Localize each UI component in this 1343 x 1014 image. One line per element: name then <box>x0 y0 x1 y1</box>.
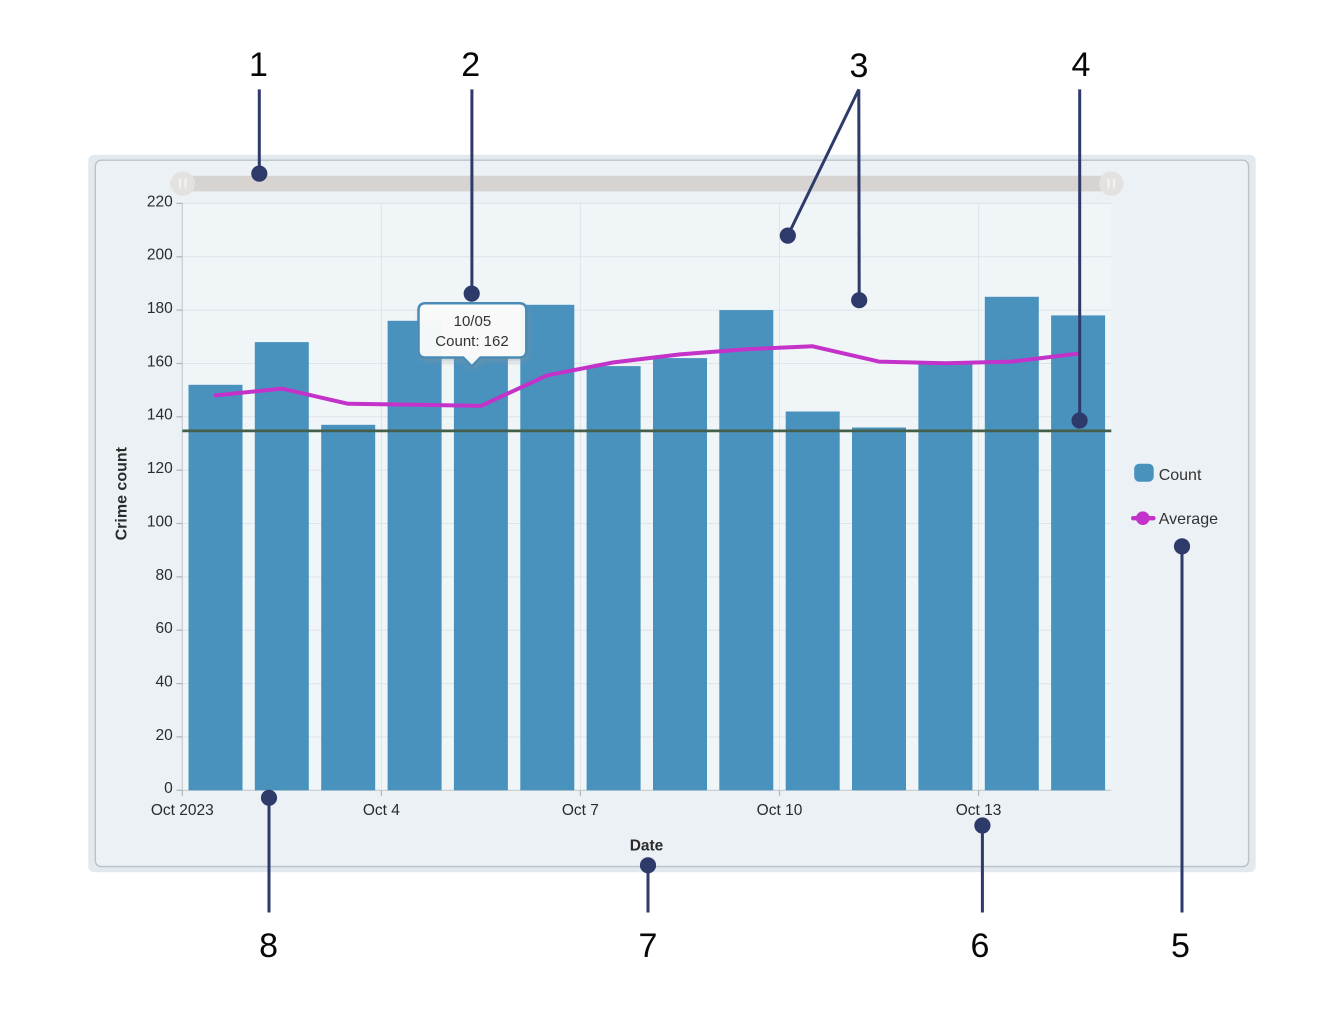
svg-text:40: 40 <box>156 674 174 691</box>
svg-text:1: 1 <box>249 46 268 84</box>
svg-text:100: 100 <box>147 513 173 530</box>
svg-text:Oct 13: Oct 13 <box>956 802 1002 819</box>
svg-text:Count: Count <box>1159 467 1202 484</box>
svg-text:Oct 2023: Oct 2023 <box>151 802 214 819</box>
svg-text:200: 200 <box>147 247 173 264</box>
svg-text:Oct 10: Oct 10 <box>757 802 803 819</box>
svg-text:7: 7 <box>639 927 658 965</box>
svg-text:5: 5 <box>1171 927 1190 965</box>
svg-text:8: 8 <box>259 927 278 965</box>
svg-text:120: 120 <box>147 460 173 477</box>
svg-text:60: 60 <box>156 620 174 637</box>
svg-text:160: 160 <box>147 353 173 370</box>
svg-text:Oct 4: Oct 4 <box>363 802 400 819</box>
svg-text:4: 4 <box>1072 46 1091 84</box>
svg-text:3: 3 <box>850 47 869 85</box>
svg-text:20: 20 <box>156 727 174 744</box>
svg-text:80: 80 <box>156 567 174 584</box>
svg-text:180: 180 <box>147 300 173 317</box>
svg-text:220: 220 <box>147 193 173 210</box>
svg-text:Date: Date <box>630 838 664 855</box>
svg-text:140: 140 <box>147 407 173 424</box>
svg-text:2: 2 <box>461 46 480 84</box>
svg-text:10/05: 10/05 <box>454 313 492 330</box>
svg-text:0: 0 <box>164 780 173 797</box>
svg-text:6: 6 <box>971 927 990 965</box>
svg-text:Average: Average <box>1159 511 1218 528</box>
svg-text:Crime count: Crime count <box>113 446 130 540</box>
svg-text:Count: 162: Count: 162 <box>435 333 508 350</box>
svg-text:Oct 7: Oct 7 <box>562 802 599 819</box>
